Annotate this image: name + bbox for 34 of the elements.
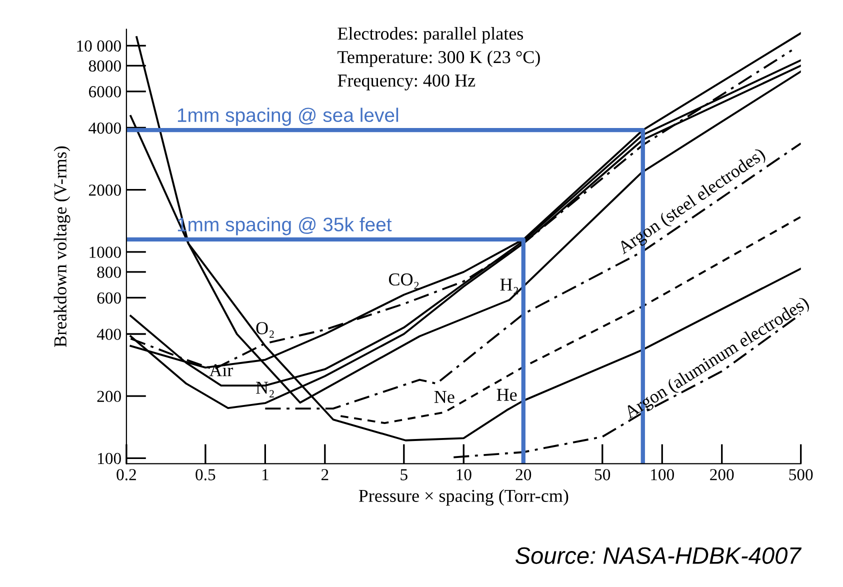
x-axis-title: Pressure × spacing (Torr-cm) [358,489,568,506]
x-tick-label: 2 [321,469,328,480]
x-tick-label: 0.5 [196,469,216,480]
y-tick-label: 10 000 [77,40,121,52]
annotation: He [496,388,517,401]
y-tick-label: 2000 [88,184,121,196]
annotation: CO₂ [388,273,419,290]
annotation: O₂ [256,322,274,338]
source-note: Source: NASA-HDBK-4007 [515,547,802,564]
x-tick-label: 0.2 [116,469,136,480]
annotation: Frequency: 400 Hz [338,74,476,90]
annotation: Ne [434,391,454,404]
y-tick-label: 6000 [88,86,121,98]
annotation: Temperature: 300 K (23 °C) [338,50,540,67]
y-tick-label: 1000 [90,246,121,258]
x-tick-label: 1 [262,469,268,480]
y-tick-label: 4000 [88,122,121,134]
x-tick-label: 50 [595,469,610,480]
x-tick-label: 500 [789,469,813,480]
x-tick-label: 200 [710,469,734,480]
y-tick-label: 800 [97,266,121,278]
annotation: Electrodes: parallel plates [338,27,524,44]
y-tick-label: 8000 [88,60,121,72]
x-tick-label: 20 [516,469,532,480]
y-axis-title: Breakdown voltage (V-rms) [54,146,70,347]
annotation: H₂ [500,278,518,294]
y-tick-label: 600 [97,292,121,304]
x-tick-label: 100 [651,469,674,480]
y-tick-label: 400 [96,328,121,340]
series-label: 1mm spacing @ sea level [178,108,398,126]
x-tick-label: 10 [456,469,472,480]
y-tick-label: 100 [98,452,121,464]
y-tick-label: 200 [97,390,121,402]
x-tick-label: 5 [400,469,408,480]
